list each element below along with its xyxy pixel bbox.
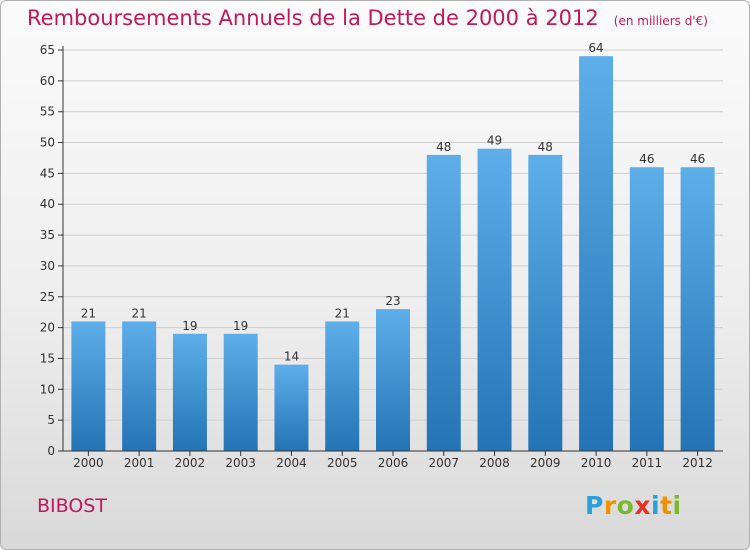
- bar-2009: [528, 154, 563, 451]
- data-label: 19: [233, 319, 248, 333]
- logo-letter: r: [603, 491, 617, 520]
- bar-2007: [426, 154, 461, 451]
- data-label: 64: [588, 41, 603, 55]
- y-tick-label: 15: [40, 351, 55, 365]
- x-tick-label: 2009: [530, 456, 561, 470]
- data-label: 46: [690, 152, 705, 166]
- x-tick-label: 2003: [225, 456, 256, 470]
- y-tick-label: 35: [40, 228, 55, 242]
- y-tick-label: 40: [40, 197, 55, 211]
- data-label: 49: [487, 134, 502, 148]
- x-tick-label: 2004: [276, 456, 307, 470]
- x-tick-label: 2005: [327, 456, 358, 470]
- data-label: 21: [81, 306, 96, 320]
- x-tick-label: 2011: [632, 456, 663, 470]
- y-tick-label: 60: [40, 74, 55, 88]
- y-tick-label: 45: [40, 166, 55, 180]
- logo-letter: P: [585, 491, 604, 520]
- commune-name: BIBOST: [37, 495, 107, 517]
- chart-title: Remboursements Annuels de la Dette de 20…: [27, 6, 599, 30]
- x-tick-label: 2001: [124, 456, 155, 470]
- x-tick-label: 2010: [581, 456, 612, 470]
- data-label: 19: [182, 319, 197, 333]
- logo-letter: t: [660, 491, 673, 520]
- title-block: Remboursements Annuels de la Dette de 20…: [27, 6, 708, 30]
- data-label: 48: [436, 140, 451, 154]
- logo-letter: x: [634, 491, 651, 520]
- logo-letter: o: [616, 491, 635, 520]
- y-tick-label: 10: [40, 382, 55, 396]
- y-tick-label: 25: [40, 290, 55, 304]
- data-label: 14: [284, 350, 299, 364]
- chart-subtitle: (en milliers d'€): [613, 14, 708, 28]
- bar-2001: [122, 321, 157, 451]
- data-label: 21: [335, 306, 350, 320]
- y-tick-label: 20: [40, 321, 55, 335]
- bar-2006: [376, 309, 410, 451]
- data-label: 48: [538, 140, 553, 154]
- labels: 0 5 10 15 20 25 30 35 40 45 50 55 60 65 21 2000 21 2001 19…: [40, 41, 713, 470]
- data-label: 46: [639, 152, 654, 166]
- bar-2011: [629, 167, 664, 451]
- y-tick-label: 65: [40, 43, 55, 57]
- x-tick-label: 2002: [175, 456, 206, 470]
- bar-2008: [477, 148, 512, 451]
- axes: [58, 46, 723, 456]
- logo-letter: i: [651, 491, 661, 520]
- bar-2012: [680, 167, 715, 451]
- y-tick-label: 5: [47, 413, 55, 427]
- bar-2010: [579, 56, 614, 452]
- y-tick-label: 30: [40, 259, 55, 273]
- x-tick-label: 2012: [682, 456, 713, 470]
- x-tick-label: 2007: [428, 456, 459, 470]
- x-tick-label: 2008: [479, 456, 510, 470]
- bar-2005: [325, 321, 360, 451]
- logo-letter: i: [672, 491, 682, 520]
- bars: [71, 56, 715, 452]
- data-label: 21: [132, 306, 147, 320]
- x-tick-label: 2000: [73, 456, 104, 470]
- bar-2000: [71, 321, 106, 451]
- y-tick-label: 0: [47, 444, 55, 458]
- bar-2004: [274, 364, 309, 451]
- proxiti-logo: Proxiti: [585, 491, 682, 520]
- x-tick-label: 2006: [378, 456, 409, 470]
- y-tick-label: 50: [40, 136, 55, 150]
- bar-2002: [172, 333, 207, 451]
- data-label: 23: [385, 294, 400, 308]
- bar-2003: [223, 333, 258, 451]
- y-tick-label: 55: [40, 105, 55, 119]
